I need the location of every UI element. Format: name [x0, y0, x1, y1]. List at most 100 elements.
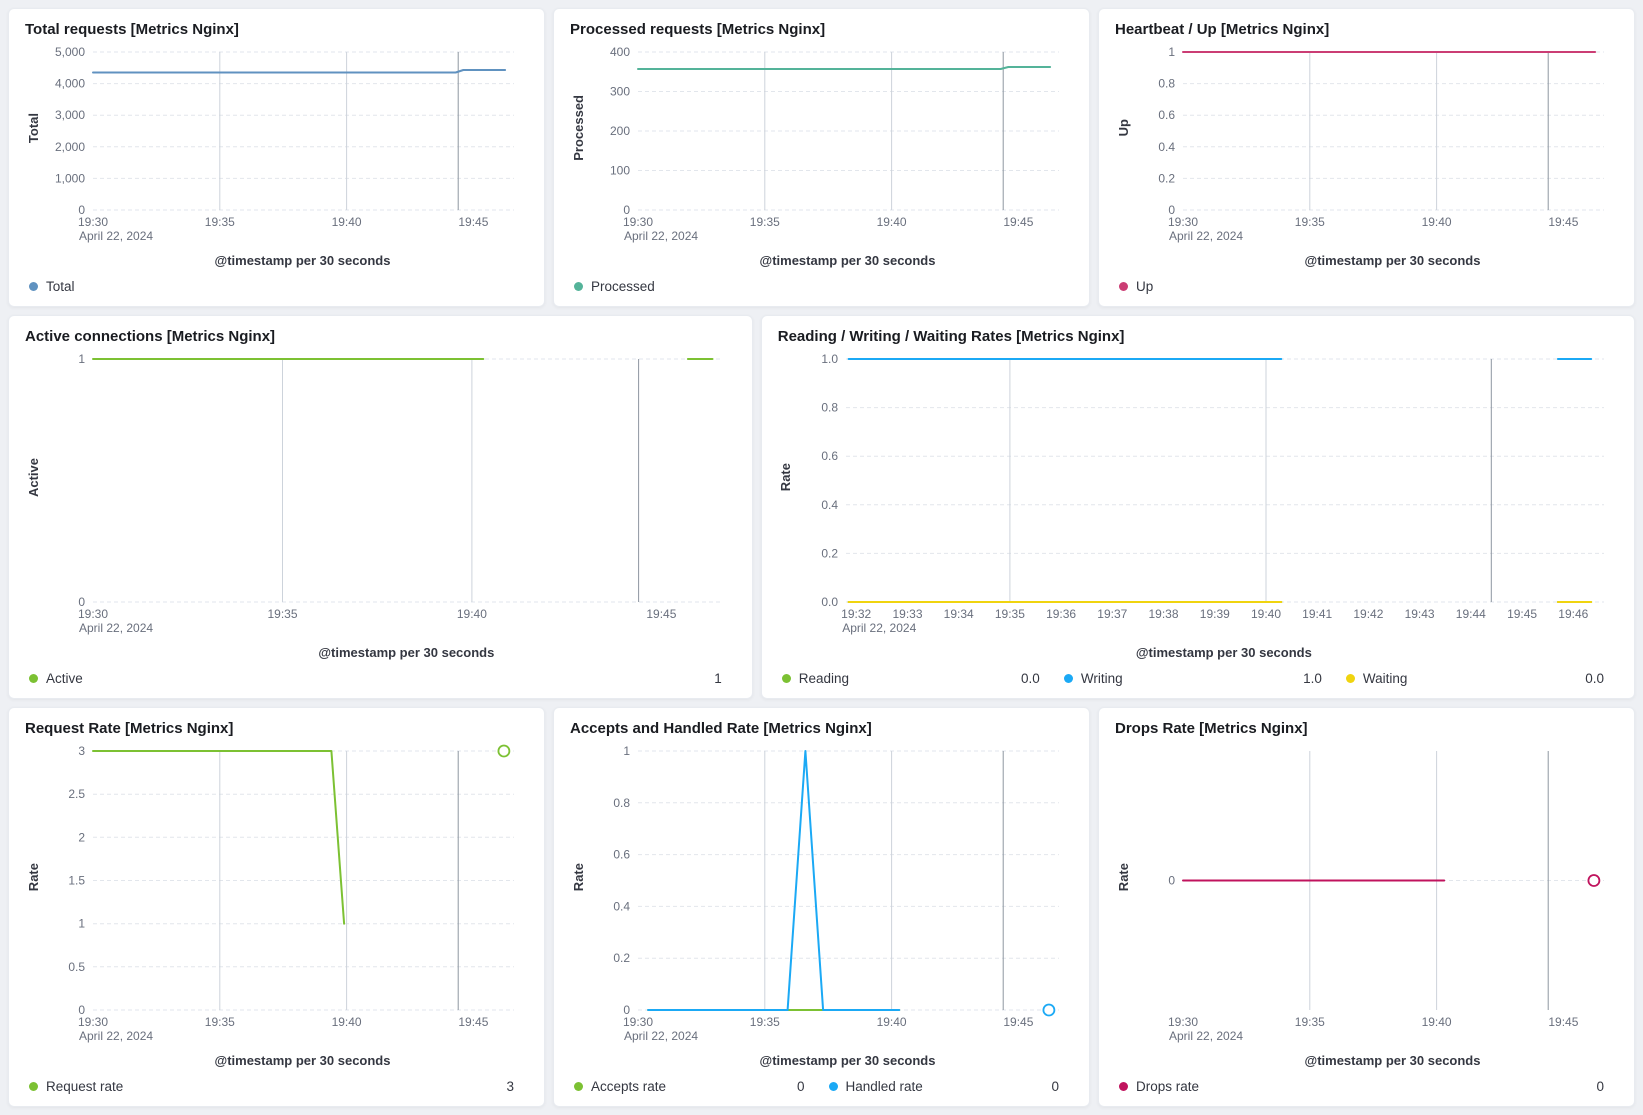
x-tick-label: 19:30: [78, 215, 108, 229]
legend-item-accepts-rate[interactable]: Accepts rate 0: [574, 1079, 817, 1094]
y-tick-label: 1.0: [821, 352, 838, 366]
legend: Total: [23, 270, 530, 298]
legend-item-waiting[interactable]: Waiting 0.0: [1345, 671, 1616, 686]
legend-item-total[interactable]: Total: [29, 279, 526, 294]
panel-title-accepts-handled-rate[interactable]: Accepts and Handled Rate [Metrics Nginx]: [570, 720, 872, 737]
chart-area: Total 0 1,000 2,000 3,000 4,000 5,000 19:30 Apr…: [23, 44, 530, 246]
legend-value: 1: [714, 671, 722, 686]
y-tick-label: 3,000: [55, 108, 85, 122]
chart-plot-accepts-handled-rate[interactable]: 0 0.2 0.4 0.6 0.8 1 19:30 April 22, 2024 19:35 19…: [588, 743, 1075, 1046]
x-tick-label: 19:40: [1422, 215, 1452, 229]
legend-value: 3: [506, 1079, 514, 1094]
y-tick-label: 1: [1168, 45, 1175, 59]
chart-plot-heartbeat-up[interactable]: 0 0.2 0.4 0.6 0.8 1 19:30 April 22, 2024 19:35 19…: [1133, 44, 1620, 246]
chart-plot-processed-requests[interactable]: 0 100 200 300 400 19:30 April 22, 2024 19:35 19:…: [588, 44, 1075, 246]
x-tick-label: 19:35: [1295, 215, 1325, 229]
x-axis-label: @timestamp per 30 seconds: [214, 253, 391, 268]
legend-value: 0.0: [1021, 671, 1040, 686]
legend-value: 0: [1596, 1079, 1604, 1094]
panel-title-request-rate[interactable]: Request Rate [Metrics Nginx]: [25, 720, 234, 737]
legend-dot-up: [1119, 282, 1128, 291]
chart-area: Up 0 0.2 0.4 0.6 0.8 1 19:30 April 22, 2024 19:3…: [1113, 44, 1620, 246]
y-tick-label: 0: [1168, 203, 1175, 217]
legend-label: Request rate: [46, 1079, 124, 1094]
legend-dot-handled-rate: [828, 1082, 838, 1091]
x-axis-label: @timestamp per 30 seconds: [1135, 645, 1312, 660]
legend-dot-total: [29, 282, 38, 291]
x-tick-label: 19:35: [205, 215, 235, 229]
panel-title-rw-rates[interactable]: Reading / Writing / Waiting Rates [Metri…: [777, 328, 1125, 345]
chart-plot-rw-rates[interactable]: 0.0 0.2 0.4 0.6 0.8 1.0 19:32 April 22, 2024 19:…: [796, 351, 1620, 638]
panel-reading-writing-waiting-rates: Reading / Writing / Waiting Rates [Metri…: [760, 315, 1635, 699]
legend-label: Writing: [1080, 671, 1123, 686]
x-tick-label: 19:35: [750, 215, 780, 229]
y-tick-label: 0: [623, 1003, 630, 1017]
x-tick-label: 19:40: [332, 1015, 362, 1029]
y-tick-label: 0.5: [68, 960, 85, 974]
y-axis-label: Rate: [1115, 863, 1131, 892]
panel-title-total-requests[interactable]: Total requests [Metrics Nginx]: [25, 21, 239, 38]
legend-item-processed[interactable]: Processed: [574, 279, 1071, 294]
x-tick-label: 19:33: [892, 607, 922, 621]
y-tick-label: 0.8: [1158, 77, 1175, 91]
x-date-label: April 22, 2024: [624, 1029, 698, 1043]
y-tick-label: 1: [78, 917, 85, 931]
legend-item-writing[interactable]: Writing 1.0: [1063, 671, 1334, 686]
legend-item-handled-rate[interactable]: Handled rate 0: [828, 1079, 1072, 1094]
y-tick-label: 0.8: [613, 796, 630, 810]
x-tick-label: 19:30: [1168, 1015, 1198, 1029]
legend-label: Reading: [798, 671, 850, 686]
y-tick-label: 3: [78, 744, 85, 758]
panel-title-drops-rate[interactable]: Drops Rate [Metrics Nginx]: [1115, 720, 1308, 737]
y-tick-label: 0: [1168, 874, 1175, 888]
y-tick-label: 1,000: [55, 171, 85, 185]
chart-area: Rate 0 19:30 April 22, 2024 19:35 19:40 19:45: [1113, 743, 1620, 1046]
y-tick-label: 2.5: [68, 787, 85, 801]
legend: Request rate 3: [23, 1070, 530, 1098]
panel-drops-rate: Drops Rate [Metrics Nginx] Rate 0 19:30 Ap…: [1098, 707, 1635, 1107]
chart-plot-total-requests[interactable]: 0 1,000 2,000 3,000 4,000 5,000 19:30 April 22,…: [43, 44, 530, 246]
legend-dot-drops-rate: [1119, 1082, 1128, 1091]
x-tick-label: 19:30: [78, 1015, 108, 1029]
legend-item-active[interactable]: Active 1: [29, 671, 734, 686]
dashboard-row-1: Total requests [Metrics Nginx] Total 0 1,…: [8, 8, 1635, 307]
x-axis-label: @timestamp per 30 seconds: [318, 645, 495, 660]
y-axis-label-wrap: Active: [23, 351, 43, 638]
chart-plot-active-connections[interactable]: 0 1 19:30 April 22, 2024 19:35 19:40 19:45: [43, 351, 738, 638]
x-tick-label: 19:45: [1548, 1015, 1578, 1029]
x-tick-label: 19:41: [1302, 607, 1332, 621]
x-tick-label: 19:30: [623, 215, 653, 229]
x-tick-label: 19:42: [1353, 607, 1383, 621]
x-tick-label: 19:40: [332, 215, 362, 229]
chart-plot-drops-rate[interactable]: 0 19:30 April 22, 2024 19:35 19:40 19:45: [1133, 743, 1620, 1046]
legend-item-up[interactable]: Up: [1119, 279, 1616, 294]
chart-plot-request-rate[interactable]: 0 0.5 1 1.5 2 2.5 3 19:30 April 22, 2024 19:35 19:…: [43, 743, 530, 1046]
y-tick-label: 0.2: [821, 546, 838, 560]
y-tick-label: 200: [610, 124, 630, 138]
legend-label: Accepts rate: [591, 1079, 667, 1094]
y-axis-label-wrap: Total: [23, 44, 43, 246]
y-axis-label-wrap: Processed: [568, 44, 588, 246]
y-tick-label: 0.6: [821, 449, 838, 463]
legend-dot-accepts-rate: [574, 1082, 583, 1091]
y-tick-label: 0.6: [613, 848, 630, 862]
series-line: [92, 750, 346, 925]
series-line: [647, 750, 901, 1011]
legend-item-request-rate[interactable]: Request rate 3: [29, 1079, 526, 1094]
legend-item-reading[interactable]: Reading 0.0: [781, 671, 1052, 686]
y-tick-label: 0.2: [1158, 171, 1175, 185]
panel-title-processed-requests[interactable]: Processed requests [Metrics Nginx]: [570, 21, 826, 38]
x-tick-label: 19:35: [205, 1015, 235, 1029]
x-tick-label: 19:45: [1548, 215, 1578, 229]
y-tick-label: 0.6: [1158, 108, 1175, 122]
panel-title-heartbeat-up[interactable]: Heartbeat / Up [Metrics Nginx]: [1115, 21, 1330, 38]
y-axis-label: Up: [1115, 119, 1131, 137]
x-tick-label: 19:40: [877, 215, 907, 229]
y-tick-label: 300: [610, 85, 630, 99]
y-tick-label: 0.8: [821, 401, 838, 415]
legend-item-drops-rate[interactable]: Drops rate 0: [1119, 1079, 1616, 1094]
x-tick-label: 19:35: [1295, 1015, 1325, 1029]
series-line: [92, 69, 507, 74]
panel-title-active-connections[interactable]: Active connections [Metrics Nginx]: [25, 328, 276, 345]
